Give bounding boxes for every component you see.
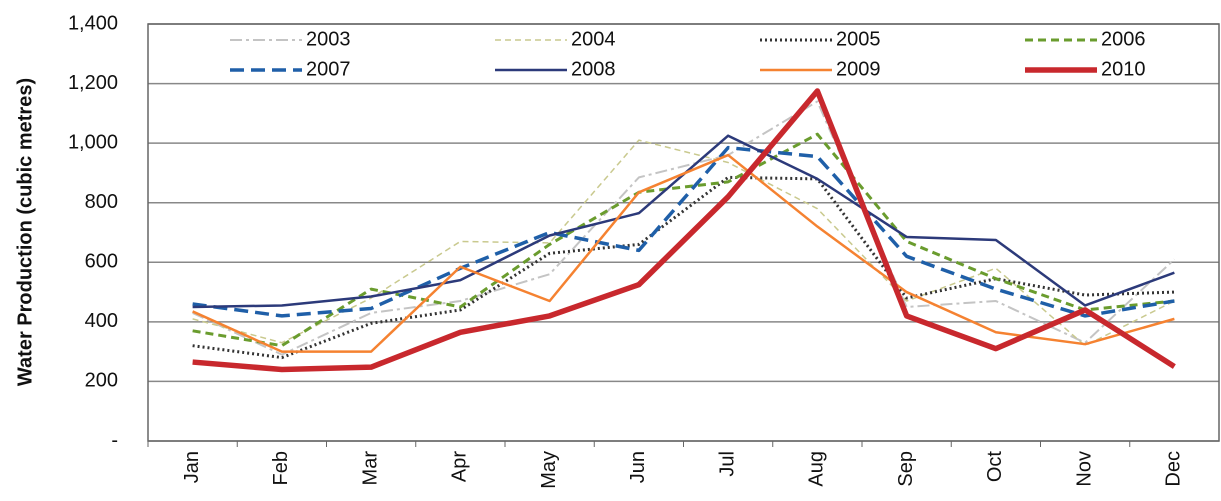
- legend-label: 2007: [306, 58, 351, 80]
- y-tick-label: 1,200: [68, 72, 118, 94]
- y-tick-label: 600: [85, 251, 118, 273]
- series-line: [192, 139, 1175, 347]
- legend-label: 2008: [571, 58, 616, 80]
- y-tick-label: 800: [85, 191, 118, 213]
- legend-label: 2005: [836, 28, 881, 50]
- legend-label: 2009: [836, 58, 881, 80]
- legend-label: 2004: [571, 28, 616, 50]
- series-line: [192, 134, 1175, 309]
- legend-label: 2010: [1101, 58, 1146, 80]
- series-line: [192, 132, 1175, 348]
- x-tick-label: Jun: [627, 451, 649, 483]
- x-tick-label: Oct: [984, 451, 1006, 483]
- y-axis-label: Water Production (cubic metres): [14, 78, 36, 386]
- x-tick-label: May: [538, 451, 560, 489]
- y-tick-label: -: [111, 429, 118, 451]
- x-tick-label: Nov: [1073, 451, 1095, 487]
- series-line: [192, 88, 1176, 373]
- x-tick-label: Mar: [359, 451, 381, 486]
- y-tick-label: 1,000: [68, 131, 118, 153]
- x-tick-label: Sep: [895, 451, 917, 487]
- y-tick-label: 1,400: [68, 12, 118, 34]
- x-tick-label: Jul: [716, 451, 738, 477]
- x-tick-label: Jan: [181, 451, 203, 483]
- x-tick-label: Apr: [449, 451, 471, 482]
- series-line: [192, 100, 1176, 356]
- series-line: [192, 153, 1175, 353]
- series-line: [192, 175, 1175, 360]
- x-tick-label: Aug: [806, 451, 828, 487]
- y-tick-label: 200: [85, 370, 118, 392]
- series-line: [192, 145, 1175, 318]
- legend-label: 2006: [1101, 28, 1146, 50]
- plot-border: [147, 23, 1220, 442]
- x-tick-label: Dec: [1163, 451, 1185, 487]
- y-tick-label: 400: [85, 310, 118, 332]
- legend-label: 2003: [306, 28, 351, 50]
- x-tick-label: Feb: [270, 451, 292, 485]
